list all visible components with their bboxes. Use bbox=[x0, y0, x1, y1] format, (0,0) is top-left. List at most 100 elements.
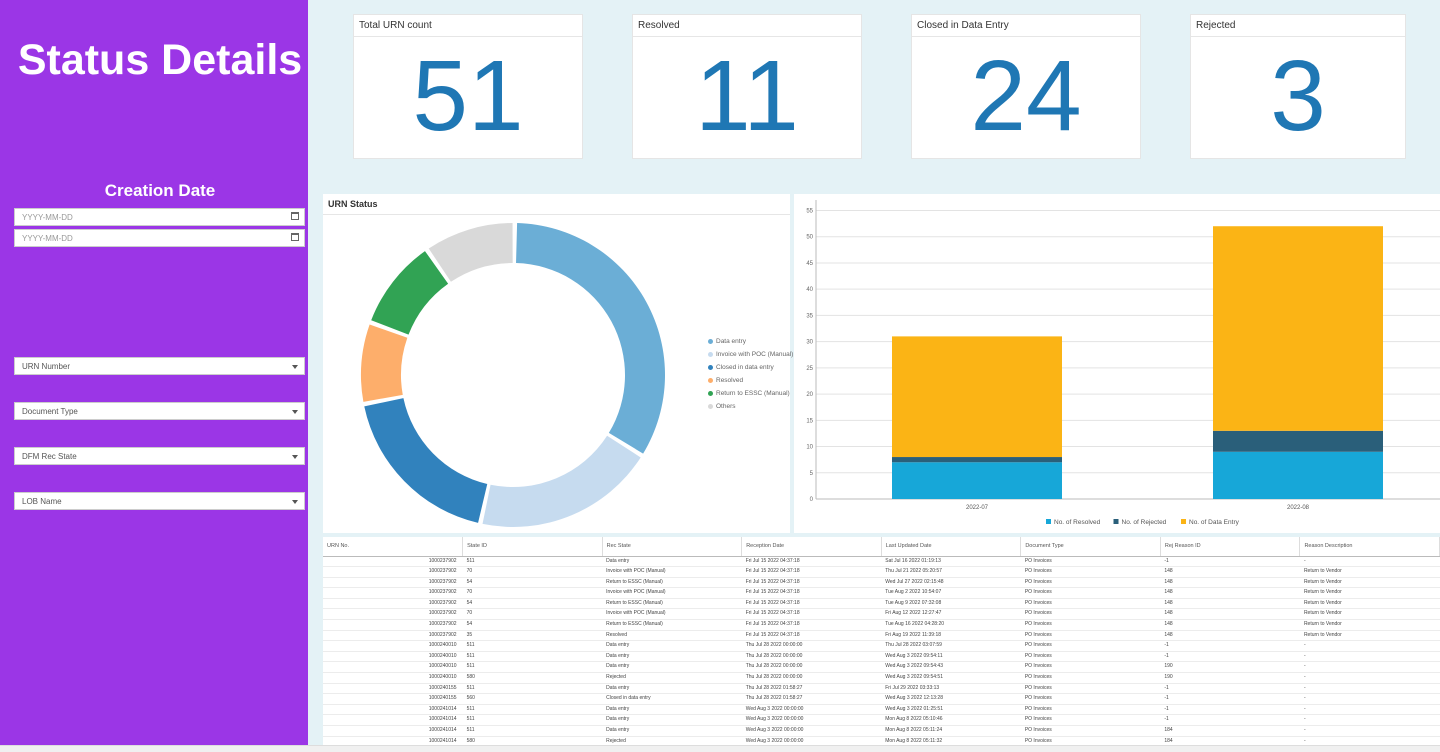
column-header[interactable]: Rec State bbox=[602, 537, 743, 557]
table-cell: Wed Aug 3 2022 09:54:43 bbox=[881, 661, 1021, 674]
donut-slice-closed-in-data-entry[interactable] bbox=[364, 398, 488, 523]
table-cell: 35 bbox=[462, 630, 603, 642]
legend-label: Data entry bbox=[716, 338, 746, 345]
table-cell: Fri Jul 15 2022 04:37:18 bbox=[741, 619, 882, 631]
legend-item[interactable]: Resolved bbox=[708, 377, 743, 384]
legend-item[interactable]: Closed in data entry bbox=[708, 364, 774, 371]
legend-item[interactable]: Data entry bbox=[708, 338, 746, 345]
table-cell: PO Invoices bbox=[1020, 566, 1161, 578]
table-row[interactable]: 1000237902 70 Invoice with POC (Manual) Fri… bbox=[323, 587, 1440, 599]
table-cell: Data entry bbox=[602, 725, 742, 737]
legend-label: Others bbox=[716, 403, 736, 410]
table-cell: Mon Aug 8 2022 05:10:46 bbox=[881, 714, 1021, 726]
chevron-down-icon bbox=[292, 410, 298, 414]
table-row[interactable]: 1000241014 511 Data entry Wed Aug 3 2022 00… bbox=[323, 704, 1440, 716]
donut-slice-resolved[interactable] bbox=[361, 324, 408, 402]
kpi-value: 11 bbox=[695, 40, 799, 152]
table-cell: 1000240155 bbox=[323, 693, 463, 705]
table-row[interactable]: 1000237902 511 Data entry Fri Jul 15 2022 0… bbox=[323, 556, 1440, 568]
donut-slice-invoice-with-poc-manual-[interactable] bbox=[482, 435, 641, 527]
table-row[interactable]: 1000240010 511 Data entry Thu Jul 28 2022 0… bbox=[323, 640, 1440, 652]
date-to-input[interactable]: YYYY-MM-DD bbox=[14, 229, 305, 247]
table-cell: Fri Aug 12 2022 12:27:47 bbox=[881, 608, 1021, 621]
bar-no-of-data-entry-2022-07[interactable] bbox=[892, 336, 1062, 458]
table-cell: 54 bbox=[462, 619, 603, 631]
table-cell: Resolved bbox=[602, 630, 742, 642]
column-header[interactable]: Document Type bbox=[1020, 537, 1161, 557]
table-cell: Fri Jul 15 2022 04:37:18 bbox=[741, 577, 882, 589]
calendar-icon[interactable] bbox=[291, 233, 299, 241]
column-header[interactable]: State ID bbox=[462, 537, 603, 557]
calendar-icon[interactable] bbox=[291, 212, 299, 220]
table-row[interactable]: 1000240010 511 Data entry Thu Jul 28 2022 0… bbox=[323, 651, 1440, 663]
legend-item[interactable]: Return to ESSC (Manual) bbox=[708, 390, 790, 397]
donut-slice-return-to-essc-manual-[interactable] bbox=[371, 251, 449, 335]
y-tick-label: 45 bbox=[806, 261, 813, 267]
bar-no-of-resolved-2022-08[interactable] bbox=[1213, 451, 1383, 499]
horizontal-scrollbar[interactable] bbox=[0, 745, 1440, 752]
column-header[interactable]: Reception Date bbox=[741, 537, 882, 557]
y-tick-label: 55 bbox=[806, 208, 813, 214]
table-cell: 1000240010 bbox=[323, 640, 463, 652]
table-row[interactable]: 1000237902 70 Invoice with POC (Manual) Fri… bbox=[323, 566, 1440, 578]
table-row[interactable]: 1000237902 35 Resolved Fri Jul 15 2022 04:3… bbox=[323, 630, 1440, 642]
table-cell: - bbox=[1299, 714, 1440, 726]
table-cell: 580 bbox=[462, 672, 603, 684]
table-row[interactable]: 1000240010 511 Data entry Thu Jul 28 2022 0… bbox=[323, 661, 1440, 674]
bar-no-of-rejected-2022-08[interactable] bbox=[1213, 430, 1383, 452]
table-cell: - bbox=[1299, 651, 1440, 663]
table-cell: -1 bbox=[1160, 640, 1300, 652]
table-cell: - bbox=[1299, 725, 1440, 737]
table-cell: Thu Jul 28 2022 00:00:00 bbox=[741, 672, 882, 684]
table-row[interactable]: 1000241014 511 Data entry Wed Aug 3 2022 00… bbox=[323, 714, 1440, 726]
table-row[interactable]: 1000241014 511 Data entry Wed Aug 3 2022 00… bbox=[323, 725, 1440, 737]
kpi-title: Closed in Data Entry bbox=[912, 15, 1140, 37]
table-cell: PO Invoices bbox=[1020, 714, 1161, 726]
table-row[interactable]: 1000237902 70 Invoice with POC (Manual) Fri… bbox=[323, 608, 1440, 621]
table-cell: PO Invoices bbox=[1020, 587, 1161, 599]
legend-label[interactable]: No. of Data Entry bbox=[1189, 519, 1240, 526]
table-cell: 1000237902 bbox=[323, 566, 463, 578]
document-type-select[interactable]: Document Type bbox=[14, 402, 305, 420]
table-row[interactable]: 1000240155 560 Closed in data entry Thu Jul… bbox=[323, 693, 1440, 705]
kpi-value: 3 bbox=[1270, 40, 1326, 152]
legend-item[interactable]: Others bbox=[708, 403, 736, 410]
column-header[interactable]: URN No. bbox=[323, 537, 464, 557]
urn-number-select[interactable]: URN Number bbox=[14, 357, 305, 375]
column-header[interactable]: Reason Description bbox=[1299, 537, 1440, 557]
table-cell: 1000241014 bbox=[323, 704, 463, 716]
urn-table: URN No. State ID Rec State Reception Date La… bbox=[323, 537, 1440, 747]
table-row[interactable]: 1000237902 54 Return to ESSC (Manual) Fri J… bbox=[323, 619, 1440, 631]
table-row[interactable]: 1000240155 511 Data entry Thu Jul 28 2022 0… bbox=[323, 683, 1440, 695]
legend-label[interactable]: No. of Resolved bbox=[1054, 519, 1101, 526]
legend-item[interactable]: Invoice with POC (Manual) bbox=[708, 351, 793, 358]
table-cell: Fri Jul 15 2022 04:37:18 bbox=[741, 566, 882, 578]
table-row[interactable]: 1000240010 580 Rejected Thu Jul 28 2022 00:… bbox=[323, 672, 1440, 684]
table-cell: - bbox=[1299, 640, 1440, 652]
table-cell: 148 bbox=[1160, 630, 1300, 642]
dfm-rec-state-select[interactable]: DFM Rec State bbox=[14, 447, 305, 465]
column-header[interactable]: Last Updated Date bbox=[881, 537, 1022, 557]
table-cell: PO Invoices bbox=[1020, 630, 1161, 642]
table-cell: 54 bbox=[462, 598, 603, 610]
donut-slice-data-entry[interactable] bbox=[516, 223, 665, 454]
table-row[interactable]: 1000237902 54 Return to ESSC (Manual) Fri J… bbox=[323, 577, 1440, 589]
legend-label[interactable]: No. of Rejected bbox=[1122, 519, 1167, 526]
bar-no-of-data-entry-2022-08[interactable] bbox=[1213, 226, 1383, 431]
date-from-input[interactable]: YYYY-MM-DD bbox=[14, 208, 305, 226]
column-header[interactable]: Rej Reason ID bbox=[1160, 537, 1301, 557]
bar-no-of-rejected-2022-07[interactable] bbox=[892, 457, 1062, 463]
table-cell: Return to Vendor bbox=[1299, 619, 1440, 631]
urn-status-donut-chart bbox=[361, 223, 665, 527]
legend-swatch bbox=[708, 377, 713, 383]
table-cell: 148 bbox=[1160, 577, 1300, 589]
table-cell: Return to Vendor bbox=[1299, 608, 1440, 621]
bar-no-of-resolved-2022-07[interactable] bbox=[892, 462, 1062, 499]
donut-slice-others[interactable] bbox=[428, 223, 513, 282]
lob-name-select[interactable]: LOB Name bbox=[14, 492, 305, 510]
creation-date-label: Creation Date bbox=[104, 181, 216, 200]
monthly-bar-panel: 0 5 10 15 20 25 30 35 40 45 50 55 2022-07 2022-08 No. … bbox=[794, 194, 1440, 533]
table-row[interactable]: 1000237902 54 Return to ESSC (Manual) Fri J… bbox=[323, 598, 1440, 610]
x-tick-label: 2022-08 bbox=[1287, 505, 1310, 511]
table-cell: 148 bbox=[1160, 566, 1300, 578]
